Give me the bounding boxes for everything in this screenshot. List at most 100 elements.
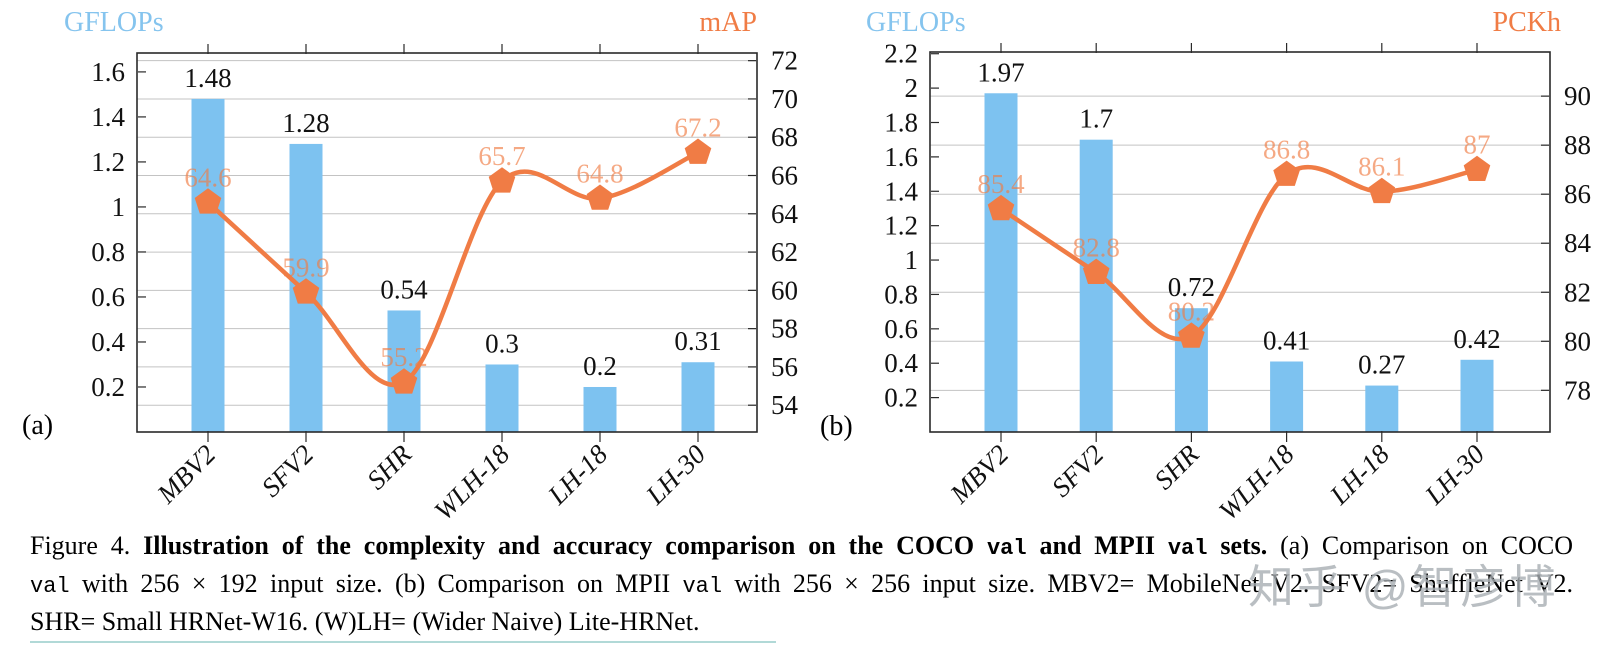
caption-line-2: val with 256 × 192 input size. (b) Compa… [30,566,1573,604]
left-tick-label: 0.6 [884,314,918,344]
bar-value-label: 0.41 [1263,326,1310,356]
left-tick-label: 1.8 [884,107,918,137]
category-label-SFV2: SFV2 [256,439,320,503]
bar-value-label: 0.31 [674,326,721,356]
line-value-label: 86.8 [1263,135,1310,165]
marker-MBV2 [987,194,1015,221]
marker-LH-30 [684,138,712,164]
right-tick-label: 80 [1564,326,1591,356]
right-tick-label: 82 [1564,277,1591,307]
category-label-SHR: SHR [361,439,418,496]
bar-WLH-18 [485,364,519,432]
left-tick-label: 0.4 [91,327,125,357]
category-label-LH-18: LH-18 [1323,439,1395,511]
left-tick-label: 0.2 [91,372,125,402]
bar-MBV2 [984,93,1018,432]
caption-segment: val [682,574,723,599]
panel-label-a: (a) [22,410,53,441]
plot-border [929,51,1551,433]
marker-SHR [390,368,418,394]
right-tick-label: 84 [1564,228,1592,258]
caption-segment: sets. [1207,531,1268,560]
caption-segment: Illustration of the complexity and accur… [143,531,987,560]
category-label-LH-30: LH-30 [639,439,711,511]
category-label-SHR: SHR [1148,439,1205,496]
line-value-label: 85.4 [977,169,1025,199]
caption-segment: val [986,536,1027,561]
bar-value-label: 0.2 [583,351,617,381]
right-tick-label: 88 [1564,130,1591,160]
bar-WLH-18 [1270,361,1304,432]
left-tick-label: 0.4 [884,348,918,378]
line-value-label: 80.2 [1168,296,1215,326]
category-label-LH-18: LH-18 [541,439,613,511]
right-tick-label: 66 [771,161,798,191]
panel-label-b: (b) [820,411,853,442]
charts-canvas: 0.2 0.4 0.6 0.8 1 1.2 1.4 1.6 54 56 58 60 62 64 66 68 70… [22,7,1592,526]
bar-value-label: 1.97 [977,57,1024,87]
marker-SFV2 [292,278,320,304]
bar-LH-18 [1365,385,1399,432]
bar-LH-30 [1460,359,1494,432]
right-axis-title: PCKh [1493,7,1561,38]
left-tick-label: 1 [112,192,126,222]
left-tick-label: 1.2 [91,147,125,177]
right-tick-label: 56 [771,352,798,382]
left-tick-label: 0.2 [884,383,918,413]
right-tick-label: 60 [771,275,798,305]
caption-segment: with 256 × 256 input size. MBV2= MobileN… [722,569,1574,598]
bar-SFV2 [1079,139,1113,432]
left-axis-title: GFLOPs [866,7,966,38]
caption-segment: val [1167,536,1208,561]
caption-line-3: SHR= Small HRNet-W16. (W)LH= (Wider Naiv… [30,604,1573,639]
caption-segment: (a) Comparison on COCO [1267,531,1574,560]
bar-value-label: 1.48 [184,63,231,93]
table-top-rule [30,641,776,643]
caption-line-1: Figure 4. Illustration of the complexity… [30,528,1573,566]
right-tick-label: 64 [771,199,799,229]
bar-LH-18 [583,386,617,432]
plot-border [136,52,758,433]
caption-segment: SHR= Small HRNet-W16. (W)LH= (Wider Naiv… [30,607,700,636]
caption-segment: val [30,574,70,599]
line-value-label: 65.7 [478,141,525,171]
category-label-MBV2: MBV2 [944,439,1015,510]
left-tick-label: 0.8 [884,279,918,309]
chart-a: 0.2 0.4 0.6 0.8 1 1.2 1.4 1.6 54 56 58 60 62 64 66 68 70… [22,7,799,526]
chart-b: 0.2 0.4 0.6 0.8 1 1.2 1.4 1.6 1.8 2 2.2 78 80 82 84 86 8… [820,7,1592,526]
right-tick-label: 86 [1564,179,1591,209]
line-value-label: 82.8 [1073,233,1120,263]
bar-MBV2 [191,98,225,433]
line-value-label: 64.8 [576,158,623,188]
line-value-label: 64.6 [184,162,231,192]
bar-value-label: 1.7 [1079,104,1113,134]
left-tick-label: 1.4 [884,176,918,206]
caption-segment: Figure 4. [30,531,144,560]
left-tick-label: 1.2 [884,211,918,241]
category-label-WLH-18: WLH-18 [1213,439,1300,526]
line-value-label: 67.2 [674,113,721,143]
line-value-label: 87 [1464,130,1491,160]
category-label-MBV2: MBV2 [151,439,222,510]
bar-value-label: 0.27 [1358,350,1405,380]
bar-value-label: 1.28 [282,108,329,138]
category-label-LH-30: LH-30 [1418,439,1490,511]
marker-LH-30 [1463,155,1491,181]
right-tick-label: 72 [771,46,798,76]
caption-segment: and MPII [1026,531,1168,560]
line-value-label: 59.9 [282,252,329,282]
marker-WLH-18 [1273,160,1300,186]
bar-value-label: 0.54 [380,274,428,304]
right-tick-label: 78 [1564,375,1591,405]
left-tick-label: 1 [905,245,919,275]
marker-MBV2 [194,188,222,214]
right-tick-label: 58 [771,314,798,344]
line-value-label: 55.2 [380,342,427,372]
right-axis-title: mAP [699,7,757,38]
left-tick-label: 0.6 [91,282,125,312]
left-tick-label: 1.4 [91,102,125,132]
left-axis-title: GFLOPs [64,7,164,38]
marker-SHR [1178,322,1205,348]
right-tick-label: 54 [771,390,799,420]
